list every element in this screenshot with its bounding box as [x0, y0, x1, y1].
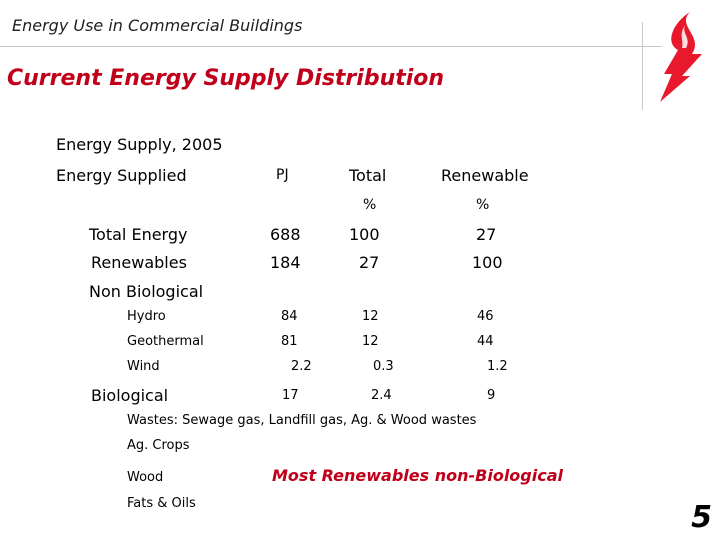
header-divider	[0, 46, 662, 47]
row-geothermal-total: 12	[362, 334, 379, 349]
row-biological-renewable: 9	[487, 388, 496, 403]
row-geothermal-label: Geothermal	[127, 334, 204, 349]
highlight-note: Most Renewables non-Biological	[272, 466, 563, 485]
column-header-renewable: Renewable	[441, 166, 529, 185]
row-hydro-label: Hydro	[127, 309, 166, 324]
header-vertical-divider	[642, 22, 643, 110]
header-title: Energy Use in Commercial Buildings	[12, 16, 303, 35]
slide-title: Current Energy Supply Distribution	[7, 66, 445, 91]
row-hydro-pj: 84	[281, 309, 298, 324]
subtitle: Energy Supply, 2005	[56, 135, 223, 154]
flame-lightning-icon	[660, 12, 702, 102]
row-hydro-renewable: 46	[477, 309, 494, 324]
row-biological-total: 2.4	[371, 388, 392, 403]
row-renewables-pj: 184	[270, 253, 301, 272]
row-non-biological-label: Non Biological	[89, 282, 204, 301]
row-renewables-label: Renewables	[91, 253, 187, 272]
row-geothermal-pj: 81	[281, 334, 298, 349]
row-renewables-total: 27	[359, 253, 380, 272]
column-unit-renewable: %	[476, 197, 490, 213]
column-header-pj: PJ	[276, 167, 289, 183]
column-header-label: Energy Supplied	[56, 166, 187, 185]
row-biological-pj: 17	[282, 388, 299, 403]
row-ag-crops-label: Ag. Crops	[127, 438, 190, 453]
row-total-energy-label: Total Energy	[89, 225, 188, 244]
row-fats-oils-label: Fats & Oils	[127, 496, 196, 511]
row-total-energy-renewable: 27	[476, 225, 497, 244]
page-number: 5	[691, 500, 712, 535]
row-total-energy-total: 100	[349, 225, 380, 244]
column-header-total: Total	[349, 166, 387, 185]
row-hydro-total: 12	[362, 309, 379, 324]
row-wastes-label: Wastes: Sewage gas, Landfill gas, Ag. & …	[127, 413, 477, 428]
row-geothermal-renewable: 44	[477, 334, 494, 349]
row-biological-label: Biological	[91, 386, 169, 405]
row-renewables-renewable: 100	[472, 253, 503, 272]
row-wood-label: Wood	[127, 470, 164, 485]
row-wind-pj: 2.2	[291, 359, 312, 374]
column-unit-total: %	[363, 197, 377, 213]
row-wind-total: 0.3	[373, 359, 394, 374]
row-wind-renewable: 1.2	[487, 359, 508, 374]
row-total-energy-pj: 688	[270, 225, 301, 244]
row-wind-label: Wind	[127, 359, 160, 374]
